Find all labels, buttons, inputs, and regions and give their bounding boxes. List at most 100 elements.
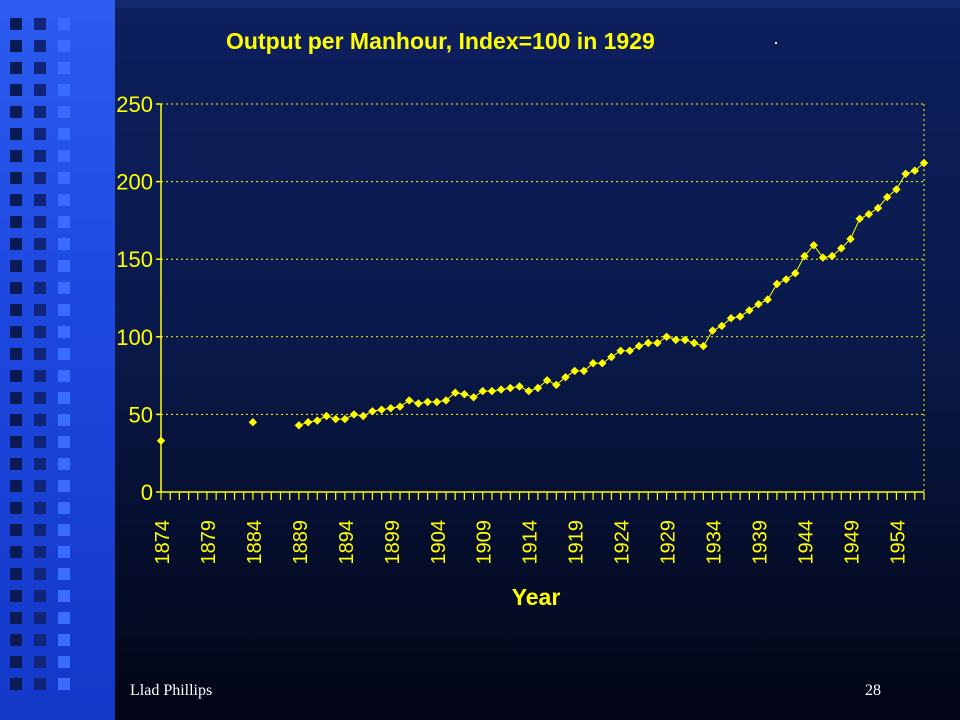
sidebar-square xyxy=(58,568,70,580)
sidebar-square xyxy=(10,238,22,250)
y-tick-label: 0 xyxy=(141,480,153,505)
sidebar-decoration xyxy=(0,0,115,720)
x-tick-label: 1904 xyxy=(428,520,450,565)
sidebar-square xyxy=(10,414,22,426)
sidebar-square xyxy=(34,414,46,426)
sidebar-square xyxy=(58,260,70,272)
sidebar-square xyxy=(58,458,70,470)
sidebar-square xyxy=(34,194,46,206)
data-point xyxy=(690,338,699,348)
data-point xyxy=(818,253,828,262)
data-point xyxy=(496,385,506,394)
data-point xyxy=(745,306,754,315)
data-point xyxy=(322,411,331,421)
data-point xyxy=(542,376,552,385)
x-tick-label: 1929 xyxy=(658,520,680,565)
sidebar-square xyxy=(58,656,70,668)
sidebar-square xyxy=(34,282,46,294)
x-tick-label: 1899 xyxy=(382,520,404,565)
x-tick-label: 1889 xyxy=(290,520,312,565)
sidebar-square xyxy=(58,392,70,404)
data-point xyxy=(827,251,837,261)
y-tick-label: 100 xyxy=(116,325,153,350)
data-point xyxy=(303,418,313,427)
sidebar-square xyxy=(10,480,22,492)
footer-author: Llad Phillips xyxy=(130,682,213,699)
sidebar-square xyxy=(58,480,70,492)
y-tick-label: 150 xyxy=(116,247,153,272)
sidebar-square xyxy=(10,590,22,602)
page-number: 28 xyxy=(865,682,881,699)
data-point xyxy=(478,386,487,396)
data-point xyxy=(708,326,717,335)
sidebar-square xyxy=(58,216,70,228)
sidebar-square xyxy=(58,128,70,140)
data-point xyxy=(331,414,340,424)
sidebar-square xyxy=(10,282,22,294)
data-point xyxy=(533,383,543,393)
x-tick-label: 1934 xyxy=(704,520,726,565)
sidebar-square xyxy=(10,370,22,382)
x-tick-label: 1874 xyxy=(152,520,174,565)
data-point xyxy=(883,192,892,202)
data-point xyxy=(340,414,350,424)
sidebar-square xyxy=(58,370,70,382)
sidebar-square xyxy=(58,194,70,206)
data-point xyxy=(754,300,763,309)
sidebar-square xyxy=(34,524,46,536)
data-point xyxy=(451,388,460,397)
sidebar-square xyxy=(10,524,22,536)
sidebar-square xyxy=(58,62,70,74)
x-tick-label: 1914 xyxy=(520,520,542,565)
sidebar-square xyxy=(58,172,70,184)
x-tick-label: 1939 xyxy=(750,520,772,565)
data-point xyxy=(359,411,368,421)
sidebar-square xyxy=(34,436,46,448)
sidebar-square xyxy=(58,282,70,294)
data-point xyxy=(607,352,616,362)
data-point xyxy=(726,314,736,323)
sidebar-square xyxy=(10,216,22,228)
sidebar-square xyxy=(58,590,70,602)
y-tick-label: 200 xyxy=(116,170,153,195)
data-point xyxy=(294,421,304,430)
sidebar-square xyxy=(34,370,46,382)
data-point xyxy=(634,341,644,351)
x-tick-label: 1954 xyxy=(887,520,909,565)
data-point xyxy=(846,234,855,244)
data-point xyxy=(625,346,634,355)
sidebar-square xyxy=(58,106,70,118)
data-point xyxy=(864,210,873,219)
sidebar-square xyxy=(10,106,22,118)
data-point xyxy=(506,383,515,393)
sidebar-square xyxy=(34,84,46,96)
data-point xyxy=(579,366,589,376)
sidebar-square xyxy=(34,656,46,668)
data-point xyxy=(781,275,791,284)
sidebar-square xyxy=(34,40,46,52)
sidebar-square xyxy=(58,40,70,52)
sidebar-square xyxy=(34,480,46,492)
sidebar-square xyxy=(34,634,46,646)
data-point xyxy=(248,418,258,427)
data-point xyxy=(910,166,919,175)
x-tick-label: 1879 xyxy=(198,520,220,565)
data-point xyxy=(487,386,497,396)
x-tick-label: 1884 xyxy=(244,520,266,565)
data-point xyxy=(524,386,533,396)
top-stripe xyxy=(115,0,960,8)
data-point xyxy=(552,380,561,390)
sidebar-square xyxy=(10,436,22,448)
sidebar-square xyxy=(34,348,46,360)
data-point xyxy=(644,338,653,348)
sidebar-square xyxy=(34,392,46,404)
x-tick-label: 1894 xyxy=(336,520,358,565)
sidebar-square xyxy=(10,84,22,96)
sidebar-square xyxy=(34,260,46,272)
sidebar-square xyxy=(34,502,46,514)
data-point xyxy=(598,359,607,368)
data-point xyxy=(469,393,478,402)
sidebar-square xyxy=(10,502,22,514)
x-tick-label: 1949 xyxy=(841,520,863,565)
x-tick-label: 1944 xyxy=(795,520,817,565)
